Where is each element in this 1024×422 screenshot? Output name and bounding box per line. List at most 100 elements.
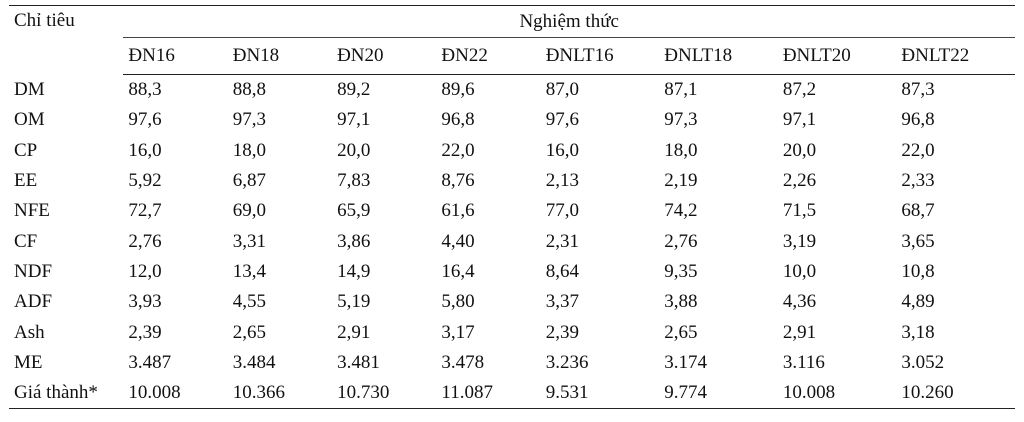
table-cell: 18,0 xyxy=(664,139,698,161)
table-cell: 2,65 xyxy=(232,321,266,343)
table-cell: 9,35 xyxy=(664,260,698,282)
table-cell: 2,76 xyxy=(664,230,698,252)
table-cell: 3,31 xyxy=(232,230,266,252)
table-cell: 87,1 xyxy=(664,79,698,101)
column-header: ĐNLT16 xyxy=(540,37,660,75)
row-label: OM xyxy=(14,109,45,131)
table-cell: 2,65 xyxy=(664,321,698,343)
table-cell: 96,8 xyxy=(901,109,935,131)
table-cell: 3,86 xyxy=(337,230,371,252)
table-cell: 61,6 xyxy=(441,200,475,222)
table-cell: 3.478 xyxy=(441,351,485,373)
row-label: ME xyxy=(14,351,43,373)
table-cell: 9.531 xyxy=(540,377,660,410)
table-cell: 89,6 xyxy=(441,79,475,101)
table-cell: 22,0 xyxy=(901,139,935,161)
table-row: CP 16,0 18,0 20,0 22,0 16,0 18,0 20,0 22,0 xyxy=(9,136,1015,166)
table-cell: 2,39 xyxy=(128,321,162,343)
row-label: DM xyxy=(14,78,45,100)
table-cell: 3,18 xyxy=(901,321,935,343)
table-cell: 10.366 xyxy=(227,377,333,410)
table-row: DM 88,3 88,8 89,2 89,6 87,0 87,1 87,2 87,3 xyxy=(9,75,1015,106)
table-cell: 89,2 xyxy=(337,79,371,101)
table-cell: 18,0 xyxy=(232,139,266,161)
table-cell: 5,92 xyxy=(128,170,162,192)
table-row: ME 3.487 3.484 3.481 3.478 3.236 3.174 3.116 3.0… xyxy=(9,348,1015,378)
column-header: ĐN18 xyxy=(227,37,333,75)
table-cell: 20,0 xyxy=(782,139,817,161)
table-cell: 3,88 xyxy=(664,291,698,313)
table-cell: 16,0 xyxy=(545,139,579,161)
table-cell: 3.174 xyxy=(664,351,707,373)
table-cell: 13,4 xyxy=(232,260,266,282)
table-cell: 97,1 xyxy=(337,109,371,131)
row-label: CF xyxy=(14,230,38,252)
table-cell: 3,93 xyxy=(128,291,162,313)
table-cell: 3,37 xyxy=(545,291,579,313)
header-row-group: Chỉ tiêu Nghiệm thức xyxy=(9,5,1015,75)
table-cell: 9.774 xyxy=(659,377,778,410)
table-cell: 2,19 xyxy=(664,170,698,192)
table-cell: 5,19 xyxy=(337,291,371,313)
table-cell: 97,1 xyxy=(782,109,817,131)
table-cell: 97,3 xyxy=(664,109,698,131)
table-cell: 2,76 xyxy=(128,230,162,252)
table-cell: 2,39 xyxy=(545,321,579,343)
table-cell: 3,19 xyxy=(782,230,817,252)
table-cell: 87,0 xyxy=(545,79,579,101)
table-cell: 16,0 xyxy=(128,139,162,161)
row-label: CP xyxy=(14,139,38,161)
table-cell: 8,76 xyxy=(441,170,475,192)
table-cell: 4,55 xyxy=(232,291,266,313)
table-cell: 16,4 xyxy=(441,260,475,282)
table-cell: 11.087 xyxy=(436,377,541,410)
table-cell: 2,13 xyxy=(545,170,579,192)
table-row: NFE 72,7 69,0 65,9 61,6 77,0 74,2 71,5 68,7 xyxy=(9,196,1015,226)
table-cell: 88,8 xyxy=(232,79,266,101)
row-label: EE xyxy=(14,170,38,192)
table-cell: 2,31 xyxy=(545,230,579,252)
data-table: Chỉ tiêu Nghiệm thức ĐN16 ĐN18 ĐN20 ĐN22… xyxy=(9,5,1015,410)
table-cell: 97,6 xyxy=(128,109,162,131)
table-cell: 3.481 xyxy=(337,351,380,373)
table-row: EE 5,92 6,87 7,83 8,76 2,13 2,19 2,26 2,33 xyxy=(9,166,1015,196)
table-cell: 4,36 xyxy=(782,291,817,313)
table-row: OM 97,6 97,3 97,1 96,8 97,6 97,3 97,1 96,8 xyxy=(9,105,1015,135)
table-cell: 4,40 xyxy=(441,230,475,252)
table-cell: 97,6 xyxy=(545,109,579,131)
table-cell: 6,87 xyxy=(232,170,266,192)
table-cell: 88,3 xyxy=(128,79,162,101)
table-cell: 12,0 xyxy=(128,260,162,282)
table-cell: 3.484 xyxy=(232,351,276,373)
table-cell: 2,91 xyxy=(337,321,371,343)
table-cell: 69,0 xyxy=(232,200,266,222)
row-label: NFE xyxy=(14,200,50,222)
table-cell: 77,0 xyxy=(545,200,579,222)
row-label: Giá thành* xyxy=(9,377,124,410)
row-label: Ash xyxy=(14,321,45,343)
table-cell: 74,2 xyxy=(664,200,698,222)
table-cell: 22,0 xyxy=(441,139,475,161)
column-header: ĐNLT20 xyxy=(777,37,897,75)
table-cell: 3,17 xyxy=(441,321,475,343)
column-header: ĐN16 xyxy=(123,37,228,75)
table-row: CF 2,76 3,31 3,86 4,40 2,31 2,76 3,19 3,65 xyxy=(9,226,1015,256)
table-cell: 3.116 xyxy=(782,351,825,373)
table-cell: 65,9 xyxy=(337,200,371,222)
header-row-columns: ĐN16 ĐN18 ĐN20 ĐN22 ĐNLT16 ĐNLT18 ĐNLT20… xyxy=(9,37,1015,75)
table-cell: 8,64 xyxy=(545,260,579,282)
table-cell: 68,7 xyxy=(901,200,935,222)
table-cell: 7,83 xyxy=(337,170,371,192)
table-cell: 10.730 xyxy=(332,377,437,410)
table-cell: 10.008 xyxy=(123,377,228,410)
table-cell: 3.052 xyxy=(901,351,945,373)
table-cell: 87,3 xyxy=(901,79,935,101)
table-row: NDF 12,0 13,4 14,9 16,4 8,64 9,35 10,0 10,8 xyxy=(9,257,1015,287)
table-row: Giá thành* 10.008 10.366 10.730 11.087 9.531 9… xyxy=(9,377,1015,410)
row-label: ADF xyxy=(14,291,53,313)
table-cell: 10.260 xyxy=(896,377,1015,410)
table-cell: 20,0 xyxy=(337,139,371,161)
table-cell: 72,7 xyxy=(128,200,162,222)
table-cell: 96,8 xyxy=(441,109,475,131)
table-cell: 3,65 xyxy=(901,230,935,252)
